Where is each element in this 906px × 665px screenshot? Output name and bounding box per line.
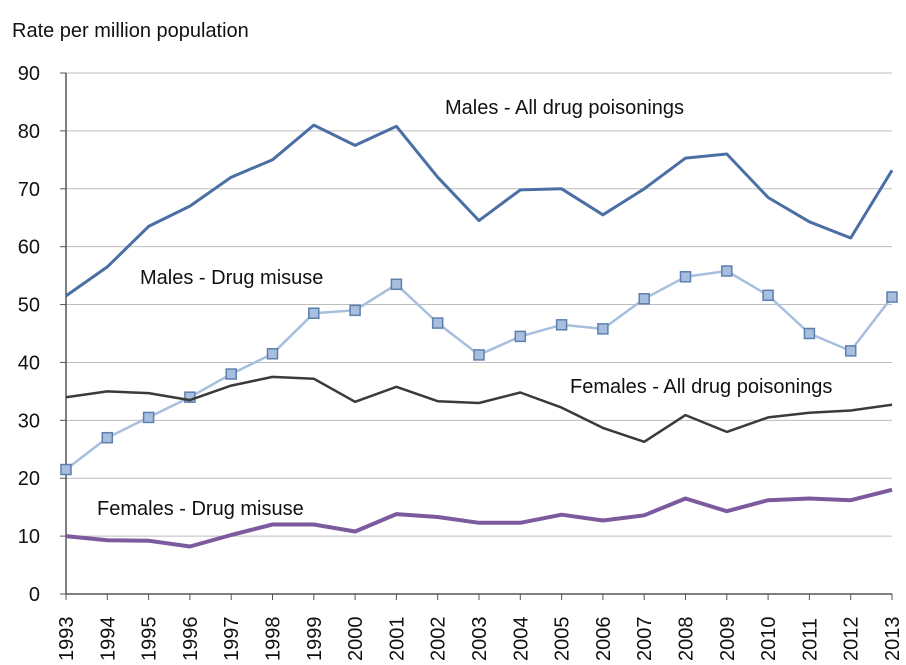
data-point <box>225 368 237 380</box>
data-point <box>638 293 650 305</box>
series-label-0: Males - All drug poisonings <box>445 97 684 119</box>
y-tick-label: 80 <box>18 121 40 143</box>
y-axis-title: Rate per million population <box>12 20 249 42</box>
data-point <box>473 349 485 361</box>
y-tick-label: 40 <box>18 352 40 374</box>
data-point <box>266 348 279 360</box>
x-tick-labels: 1993 1994 1995 1996 1997 1998 1999 2000 2001 2002… <box>56 617 904 662</box>
x-tick-label: 2012 <box>841 617 863 662</box>
data-point <box>390 278 403 291</box>
x-tick-label: 1999 <box>304 617 326 662</box>
series-line-2 <box>65 375 893 444</box>
y-tick-label: 70 <box>18 179 40 201</box>
y-tick-label: 50 <box>18 295 40 317</box>
y-tick-label: 0 <box>29 584 40 606</box>
y-tick-labels: 0 10 20 30 40 50 60 70 80 90 <box>18 63 40 606</box>
x-tick-label: 2007 <box>634 617 656 662</box>
data-point <box>431 317 444 329</box>
x-tick-label: 2005 <box>552 617 574 662</box>
series-labels: Males - All drug poisonings Males - Drug … <box>97 97 832 520</box>
x-tick-label: 2009 <box>717 617 739 662</box>
series-line-3 <box>65 487 893 549</box>
data-point <box>308 307 320 319</box>
data-point <box>721 265 733 277</box>
series-line-0 <box>65 123 894 298</box>
series-label-3: Females - Drug misuse <box>97 498 304 520</box>
x-tick-label: 2013 <box>882 617 904 662</box>
x-tick-label: 2002 <box>428 617 450 662</box>
y-tick-label: 10 <box>18 526 40 548</box>
x-tick-label: 1997 <box>221 617 243 662</box>
data-point <box>142 411 155 424</box>
x-tick-label: 2008 <box>676 617 698 662</box>
x-tick-label: 1994 <box>97 617 119 662</box>
x-tick-label: 2000 <box>345 617 367 662</box>
data-point <box>349 304 361 317</box>
x-tick-label: 2004 <box>510 617 532 662</box>
data-point <box>514 330 527 343</box>
x-tick-label: 2001 <box>386 617 408 662</box>
x-tick-label: 1998 <box>263 617 285 662</box>
data-point <box>679 271 692 283</box>
data-point <box>101 431 114 444</box>
axes <box>65 73 893 600</box>
x-tick-label: 2011 <box>799 618 821 661</box>
x-tick-label: 1993 <box>56 617 78 662</box>
y-tick-label: 60 <box>18 237 40 259</box>
data-point <box>886 291 898 303</box>
x-tick-label: 1995 <box>139 617 161 662</box>
x-tick-label: 2006 <box>593 617 615 662</box>
data-point <box>762 289 774 302</box>
gridlines <box>60 72 892 595</box>
x-tick-label: 2010 <box>758 617 780 662</box>
data-point <box>555 319 568 331</box>
y-tick-label: 90 <box>18 63 40 85</box>
data-point <box>844 345 857 357</box>
data-point <box>597 323 609 335</box>
x-tick-label: 2003 <box>469 617 491 662</box>
x-tick-label: 1996 <box>180 617 202 662</box>
y-tick-label: 20 <box>18 468 40 490</box>
data-point <box>60 463 72 476</box>
series-label-2: Females - All drug poisonings <box>570 376 832 398</box>
series-lines <box>60 123 898 549</box>
y-tick-label: 30 <box>18 410 40 432</box>
series-label-1: Males - Drug misuse <box>140 267 323 289</box>
data-point <box>803 327 816 340</box>
